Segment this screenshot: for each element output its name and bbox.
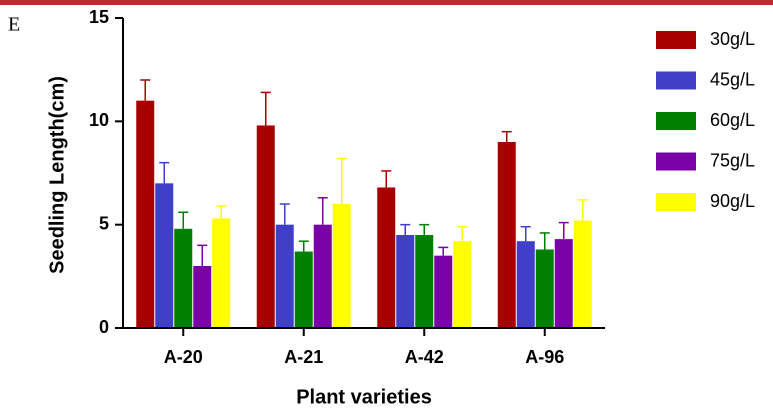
legend-label: 30g/L: [710, 29, 755, 49]
bar: [174, 229, 192, 328]
bar: [314, 225, 332, 328]
bar: [155, 183, 173, 328]
legend-swatch: [656, 31, 696, 49]
bar: [555, 239, 573, 328]
y-axis-label: Seedling Length(cm): [46, 76, 68, 274]
legend-label: 90g/L: [710, 191, 755, 211]
chart: E Plant varieties Seedling Length(cm) 0 5…: [0, 0, 773, 410]
legend-swatch: [656, 112, 696, 130]
bar: [396, 235, 414, 328]
bar: [257, 125, 275, 328]
legend-label: 60g/L: [710, 110, 755, 130]
y-tick-label: 15: [89, 7, 109, 27]
bar: [574, 221, 592, 328]
x-tick-label: A-21: [284, 347, 323, 367]
bar: [333, 204, 351, 328]
legend-swatch: [656, 72, 696, 90]
y-tick-label: 10: [89, 110, 109, 130]
y-tick-label: 0: [99, 317, 109, 337]
bar: [136, 101, 154, 328]
bar: [517, 241, 535, 328]
cropped-strip: [0, 0, 773, 5]
x-tick-label: A-96: [525, 347, 564, 367]
x-axis-label: Plant varieties: [296, 386, 432, 408]
bar: [377, 187, 395, 328]
bar: [453, 241, 471, 328]
bar: [536, 249, 554, 328]
legend-label: 75g/L: [710, 150, 755, 170]
bar: [498, 142, 516, 328]
bar: [276, 225, 294, 328]
x-tick-label: A-20: [164, 347, 203, 367]
bar: [212, 218, 230, 328]
bar: [295, 252, 313, 328]
y-tick-label: 5: [99, 213, 109, 233]
legend-swatch: [656, 153, 696, 171]
bar: [415, 235, 433, 328]
bar: [434, 256, 452, 328]
x-tick-label: A-42: [405, 347, 444, 367]
legend-swatch: [656, 193, 696, 211]
panel-label: E: [8, 14, 20, 36]
bar: [193, 266, 211, 328]
legend-label: 45g/L: [710, 69, 755, 89]
